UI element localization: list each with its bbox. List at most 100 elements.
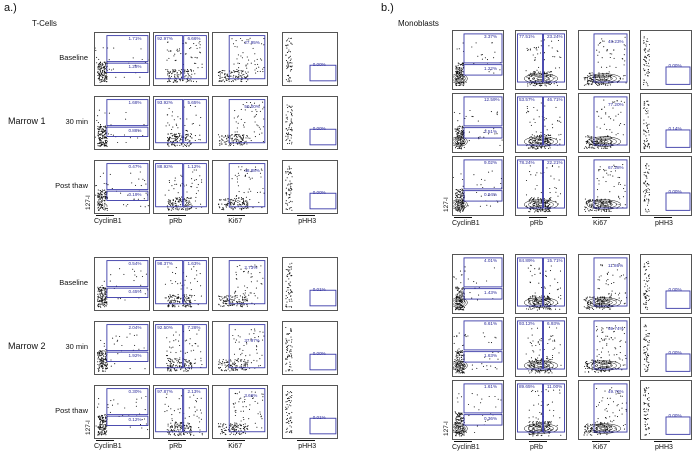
event-dot: [261, 354, 263, 356]
event-dot: [97, 135, 99, 137]
event-dot: [218, 206, 220, 208]
event-dot: [194, 299, 196, 302]
event-dot: [226, 361, 228, 363]
event-dot: [102, 136, 104, 138]
event-dot: [168, 357, 170, 359]
event-dot: [182, 208, 185, 210]
event-dot: [104, 75, 106, 77]
event-dot: [244, 109, 246, 111]
event-dot: [189, 343, 191, 345]
event-dot: [113, 47, 115, 49]
event-dot: [287, 134, 289, 136]
event-dot: [456, 68, 458, 70]
event-dot: [139, 171, 141, 173]
event-dot: [219, 367, 222, 369]
event-dot: [172, 346, 174, 348]
event-dot: [559, 193, 562, 195]
event-dot: [226, 298, 228, 300]
event-dot: [219, 433, 222, 435]
event-dot: [103, 345, 105, 347]
event-dot: [457, 193, 459, 195]
event-dot: [174, 139, 176, 141]
event-dot: [219, 207, 221, 209]
event-dot: [290, 328, 292, 331]
event-dot: [97, 433, 99, 435]
event-dot: [288, 404, 290, 406]
event-dot: [290, 266, 292, 268]
event-dot: [245, 268, 247, 270]
event-dot: [239, 140, 241, 142]
event-dot: [243, 202, 245, 204]
event-dot: [179, 358, 181, 361]
event-dot: [184, 300, 186, 302]
event-dot: [102, 70, 104, 72]
event-dot: [497, 201, 499, 203]
event-dot: [101, 419, 103, 421]
event-dot: [249, 37, 251, 39]
event-dot: [234, 135, 236, 137]
event-dot: [615, 66, 617, 68]
event-dot: [291, 121, 293, 123]
event-dot: [285, 408, 287, 410]
event-dot: [223, 305, 225, 307]
event-dot: [480, 178, 483, 180]
event-dot: [558, 134, 560, 136]
event-dot: [220, 299, 222, 301]
event-dot: [289, 350, 291, 352]
event-dot: [170, 351, 172, 353]
event-dot: [241, 302, 243, 304]
event-dot: [244, 174, 247, 176]
event-dot: [464, 117, 466, 120]
event-dot: [530, 136, 532, 138]
event-dot: [238, 134, 240, 136]
event-dot: [456, 191, 458, 194]
event-dot: [587, 141, 589, 143]
event-dot: [111, 188, 113, 190]
event-dot: [228, 305, 230, 307]
event-dot: [246, 363, 249, 365]
event-dot: [643, 133, 645, 135]
event-dot: [99, 194, 101, 196]
event-dot: [537, 53, 539, 55]
flow-plot: 1.71% 1.28%: [94, 32, 150, 86]
event-dot: [180, 350, 182, 352]
event-dot: [176, 427, 179, 429]
event-dot: [127, 203, 129, 206]
event-dot: [477, 120, 479, 122]
flow-plot: 3.37% 1.22%: [452, 30, 504, 90]
event-dot: [119, 298, 121, 300]
event-dot: [613, 57, 615, 59]
event-dot: [596, 189, 599, 191]
event-dot: [103, 145, 105, 147]
event-dot: [234, 369, 236, 371]
event-dot: [595, 76, 597, 78]
event-dot: [103, 72, 105, 74]
event-dot: [288, 201, 290, 203]
event-dot: [97, 286, 99, 288]
event-dot: [587, 82, 589, 84]
event-dot: [259, 110, 261, 112]
event-dot: [106, 430, 108, 432]
event-dot: [98, 109, 100, 111]
event-dot: [249, 292, 251, 294]
event-dot: [596, 126, 598, 128]
event-dot: [645, 62, 647, 64]
event-dot: [458, 208, 460, 210]
event-dot: [647, 62, 650, 64]
event-dot: [224, 301, 226, 303]
event-dot: [104, 193, 106, 195]
gate-percentage: 0.54%: [128, 261, 142, 267]
event-dot: [285, 295, 287, 297]
event-dot: [168, 208, 170, 210]
event-dot: [610, 203, 612, 205]
event-dot: [190, 80, 192, 82]
event-dot: [289, 207, 291, 209]
event-dot: [248, 333, 250, 335]
event-dot: [285, 132, 288, 134]
event-dot: [587, 136, 589, 138]
event-dot: [230, 295, 232, 297]
event-dot: [596, 146, 598, 148]
event-dot: [188, 297, 190, 299]
scatter-dots: [517, 33, 565, 87]
event-dot: [106, 209, 108, 211]
